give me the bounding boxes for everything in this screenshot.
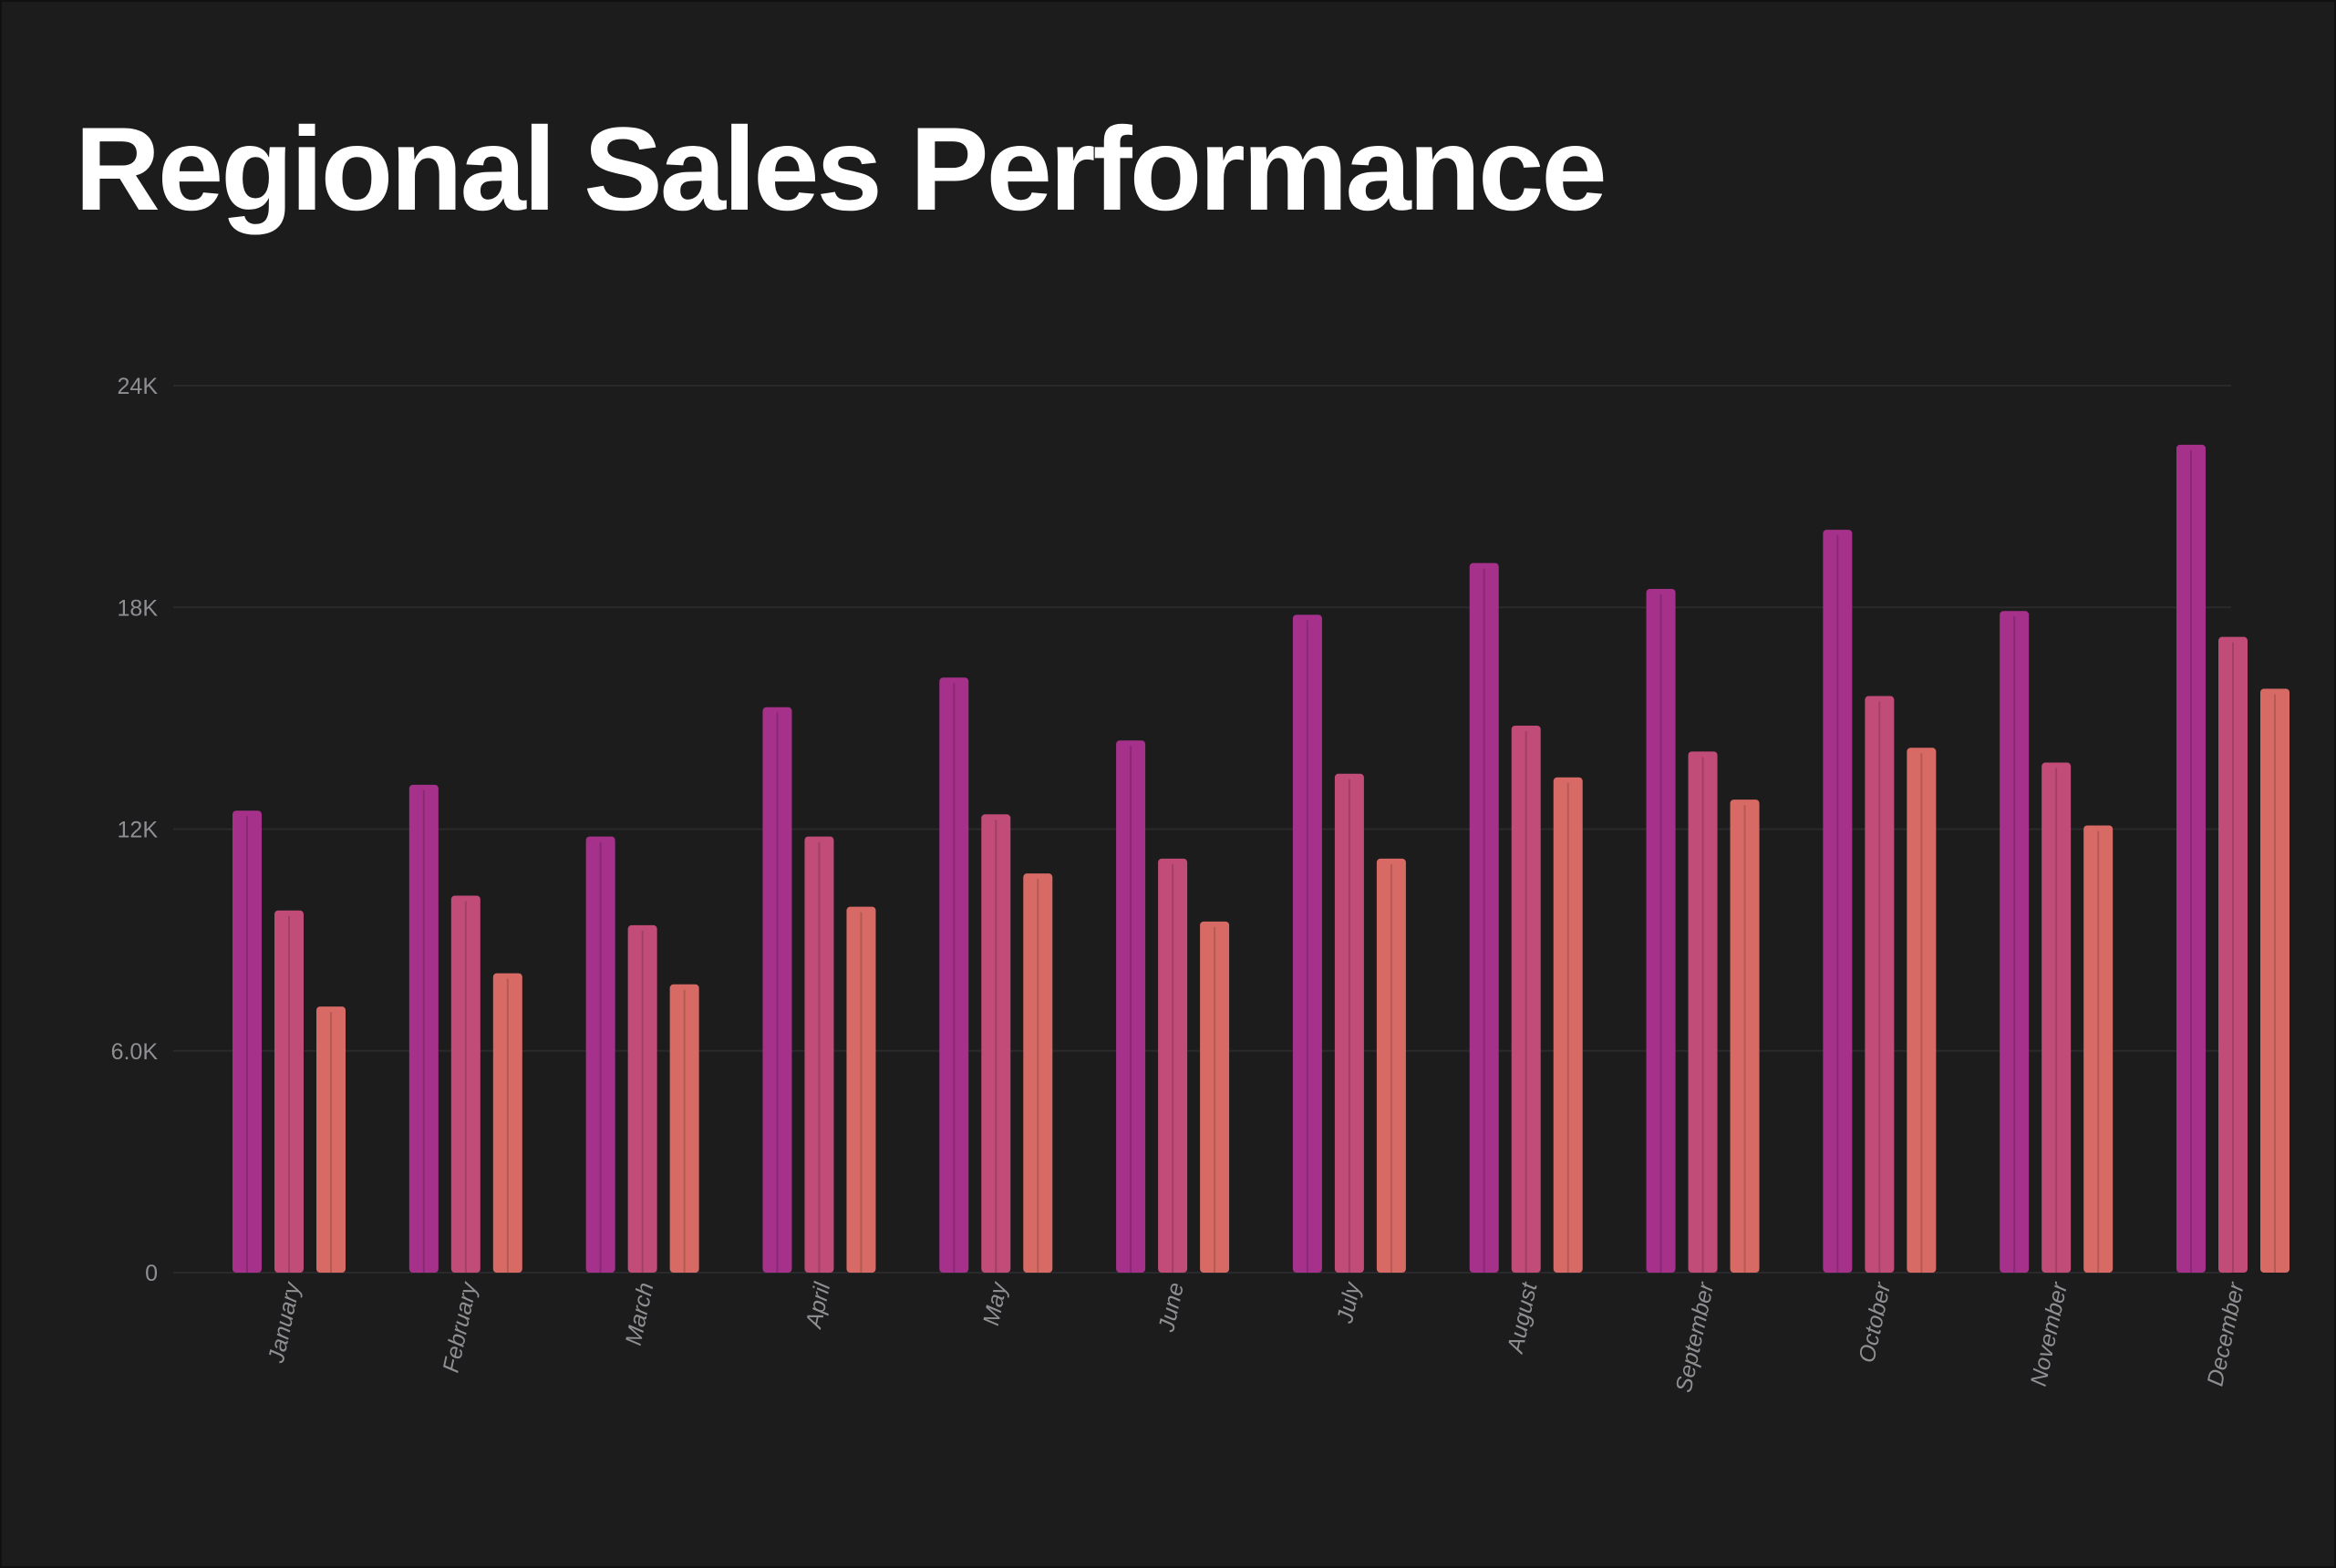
bar [1158,858,1188,1273]
x-tick-label: May [978,1279,1013,1327]
bar [762,707,792,1273]
bar [669,984,699,1273]
bar [2000,611,2030,1273]
x-tick-label: August [1503,1279,1543,1357]
bar [2083,825,2114,1273]
bar [585,836,615,1273]
bar [233,810,262,1273]
bar [2041,762,2072,1273]
bar [939,677,969,1273]
bar [316,1006,346,1273]
y-axis-ticks: 0 6.0K 12K 18K 24K [111,374,159,1286]
x-tick-label: February [438,1279,481,1375]
bar [804,836,834,1273]
bar [1292,614,1322,1273]
bar [2218,636,2248,1273]
bar [627,924,657,1273]
bar [2176,444,2206,1273]
bar [1553,777,1583,1273]
bar [450,895,481,1273]
bar [2260,688,2289,1273]
bar [846,906,876,1273]
bar [1688,751,1718,1273]
bar [1469,562,1499,1273]
bar [1334,773,1364,1273]
x-tick-label: September [1671,1279,1720,1395]
x-tick-label: January [264,1279,305,1366]
x-tick-label: July [1332,1279,1366,1326]
y-tick-label: 24K [118,374,159,399]
chart-title: Regional Sales Performance [75,102,1607,235]
x-tick-label: March [621,1280,659,1347]
bar [274,910,304,1273]
bar [408,784,439,1273]
bar [1865,696,1895,1273]
bar [1511,725,1541,1273]
bars [233,444,2289,1273]
y-tick-label: 0 [145,1261,158,1286]
y-tick-label: 6.0K [111,1039,159,1065]
x-tick-label: November [2026,1279,2073,1388]
x-tick-label: October [1854,1279,1896,1365]
bar [1730,799,1760,1273]
bar [1116,740,1146,1273]
bar [1823,530,1853,1273]
y-tick-label: 12K [118,818,159,843]
bar [1646,588,1676,1273]
x-tick-label: December [2203,1279,2250,1388]
bar [1907,748,1937,1273]
bar [1200,921,1230,1273]
y-tick-label: 18K [118,595,159,621]
bar [1023,873,1053,1273]
bar [981,814,1011,1273]
bar [492,973,522,1273]
x-axis-ticks: January February March April May June July Augu… [264,1279,2249,1395]
bar [1376,858,1406,1273]
x-tick-label: April [801,1279,836,1332]
x-tick-label: June [1153,1280,1189,1335]
